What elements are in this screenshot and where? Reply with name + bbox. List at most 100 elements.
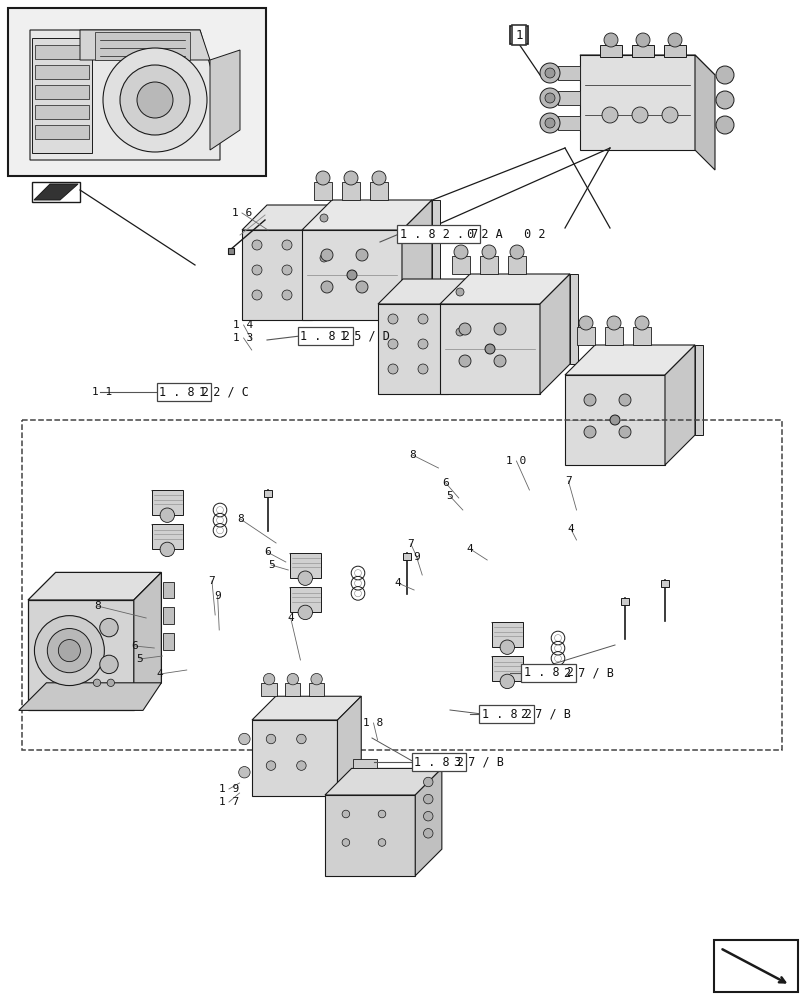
Text: 2 7 / B: 2 7 / B — [521, 708, 571, 720]
Polygon shape — [28, 600, 134, 710]
Bar — [285, 683, 300, 696]
Text: 4: 4 — [394, 578, 401, 588]
Circle shape — [281, 265, 292, 275]
Circle shape — [296, 761, 306, 770]
Bar — [314, 182, 332, 200]
Bar — [599, 45, 621, 57]
Circle shape — [120, 65, 190, 135]
Bar — [35, 45, 89, 59]
Polygon shape — [302, 230, 401, 320]
Circle shape — [266, 734, 276, 744]
Text: 5: 5 — [446, 491, 453, 501]
Bar — [35, 105, 89, 119]
Polygon shape — [401, 200, 431, 320]
Circle shape — [346, 270, 357, 280]
Text: 1 7: 1 7 — [219, 797, 238, 807]
Polygon shape — [337, 696, 361, 796]
Circle shape — [93, 679, 101, 686]
Bar — [509, 26, 527, 44]
Bar — [403, 553, 410, 560]
Polygon shape — [694, 55, 714, 170]
Polygon shape — [30, 30, 220, 160]
Circle shape — [355, 249, 367, 261]
Polygon shape — [414, 768, 441, 876]
Bar — [228, 248, 234, 254]
Circle shape — [482, 245, 496, 259]
Polygon shape — [19, 683, 161, 710]
Circle shape — [388, 339, 397, 349]
Bar — [370, 182, 388, 200]
Polygon shape — [34, 184, 78, 200]
Bar — [32, 182, 80, 202]
Text: 6: 6 — [442, 478, 448, 488]
Circle shape — [251, 290, 262, 300]
Circle shape — [583, 394, 595, 406]
Circle shape — [634, 316, 648, 330]
Polygon shape — [664, 345, 694, 465]
Circle shape — [500, 674, 514, 689]
Circle shape — [281, 290, 292, 300]
Polygon shape — [242, 205, 337, 230]
Circle shape — [100, 655, 118, 674]
Polygon shape — [290, 553, 321, 578]
Polygon shape — [290, 587, 321, 612]
Circle shape — [583, 426, 595, 438]
Bar — [309, 683, 324, 696]
Circle shape — [418, 314, 427, 324]
Bar — [341, 182, 359, 200]
Polygon shape — [302, 200, 431, 230]
Circle shape — [609, 415, 620, 425]
Text: 0 2 A   0 2: 0 2 A 0 2 — [460, 228, 545, 240]
Text: 4: 4 — [567, 524, 573, 534]
Bar — [35, 65, 89, 79]
Text: 1 1: 1 1 — [92, 387, 112, 397]
Circle shape — [544, 118, 554, 128]
Circle shape — [667, 33, 681, 47]
Circle shape — [423, 829, 432, 838]
Circle shape — [341, 810, 350, 818]
Polygon shape — [311, 205, 337, 320]
Polygon shape — [80, 30, 210, 60]
Circle shape — [456, 288, 463, 296]
Polygon shape — [440, 274, 569, 304]
Circle shape — [618, 394, 630, 406]
Text: 8: 8 — [409, 450, 415, 460]
Circle shape — [281, 240, 292, 250]
Polygon shape — [491, 656, 523, 681]
Circle shape — [631, 107, 647, 123]
Bar — [163, 607, 174, 624]
Bar — [8, 8, 266, 176]
Bar — [264, 490, 271, 497]
Circle shape — [287, 673, 298, 685]
Text: 1 8: 1 8 — [363, 718, 383, 728]
Bar — [479, 256, 497, 274]
Circle shape — [544, 93, 554, 103]
Circle shape — [320, 254, 328, 262]
Bar — [35, 125, 89, 139]
Circle shape — [263, 673, 274, 685]
Text: 5: 5 — [268, 560, 274, 570]
Circle shape — [635, 33, 649, 47]
Circle shape — [493, 323, 505, 335]
Circle shape — [378, 810, 385, 818]
Circle shape — [601, 107, 617, 123]
Circle shape — [539, 88, 560, 108]
Bar — [508, 256, 526, 274]
Text: 1: 1 — [515, 29, 522, 42]
Circle shape — [296, 734, 306, 744]
Circle shape — [618, 426, 630, 438]
Bar — [95, 32, 190, 60]
Circle shape — [423, 794, 432, 804]
Circle shape — [315, 171, 329, 185]
Circle shape — [509, 245, 523, 259]
Polygon shape — [378, 304, 448, 394]
Text: 1: 1 — [515, 30, 521, 40]
Bar — [35, 85, 89, 99]
Bar — [713, 940, 797, 992]
Circle shape — [500, 640, 514, 654]
Text: 1 . 8 2: 1 . 8 2 — [159, 385, 208, 398]
Bar — [604, 327, 622, 345]
Bar — [261, 683, 277, 696]
Circle shape — [715, 116, 733, 134]
Circle shape — [603, 33, 617, 47]
